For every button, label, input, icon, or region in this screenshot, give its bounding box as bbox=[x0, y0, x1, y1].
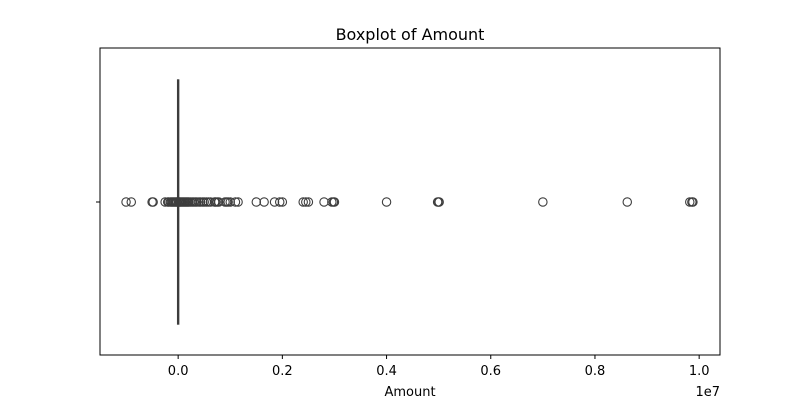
outlier-point bbox=[688, 197, 698, 207]
outlier-point bbox=[298, 197, 308, 207]
outlier-point bbox=[148, 197, 158, 207]
outlier-point bbox=[277, 197, 288, 207]
outlier-point bbox=[301, 197, 311, 207]
outlier-point bbox=[329, 197, 340, 207]
outlier-point bbox=[538, 197, 548, 207]
outlier-point bbox=[225, 197, 236, 207]
x-tick-label: 1.0 bbox=[689, 364, 710, 379]
outlier-point bbox=[303, 197, 314, 207]
outlier-point bbox=[214, 197, 224, 207]
outlier-point bbox=[319, 197, 329, 207]
x-axis-ticks: 0.0 0.2 0.4 0.6 0.8 1.0 bbox=[168, 355, 710, 379]
outlier-point bbox=[269, 197, 280, 207]
x-axis-label: Amount bbox=[384, 385, 435, 400]
outlier-point bbox=[274, 197, 285, 207]
x-tick-label: 0.4 bbox=[376, 364, 397, 379]
x-tick-label: 0.2 bbox=[272, 364, 293, 379]
outlier-point bbox=[251, 197, 262, 207]
x-axis-offset-label: 1e7 bbox=[695, 385, 720, 400]
x-tick-label: 0.0 bbox=[168, 364, 189, 379]
outlier-point bbox=[233, 197, 243, 207]
chart-title: Boxplot of Amount bbox=[336, 25, 485, 44]
outlier-point bbox=[259, 197, 269, 207]
outlier-point bbox=[381, 197, 392, 207]
outlier-point bbox=[121, 197, 131, 207]
x-tick-label: 0.6 bbox=[480, 364, 501, 379]
outlier-point bbox=[622, 197, 633, 207]
outlier-point bbox=[126, 197, 137, 207]
outlier-points bbox=[121, 197, 698, 207]
outlier-point bbox=[230, 197, 241, 207]
outlier-point bbox=[434, 197, 444, 207]
x-tick-label: 0.8 bbox=[585, 364, 606, 379]
